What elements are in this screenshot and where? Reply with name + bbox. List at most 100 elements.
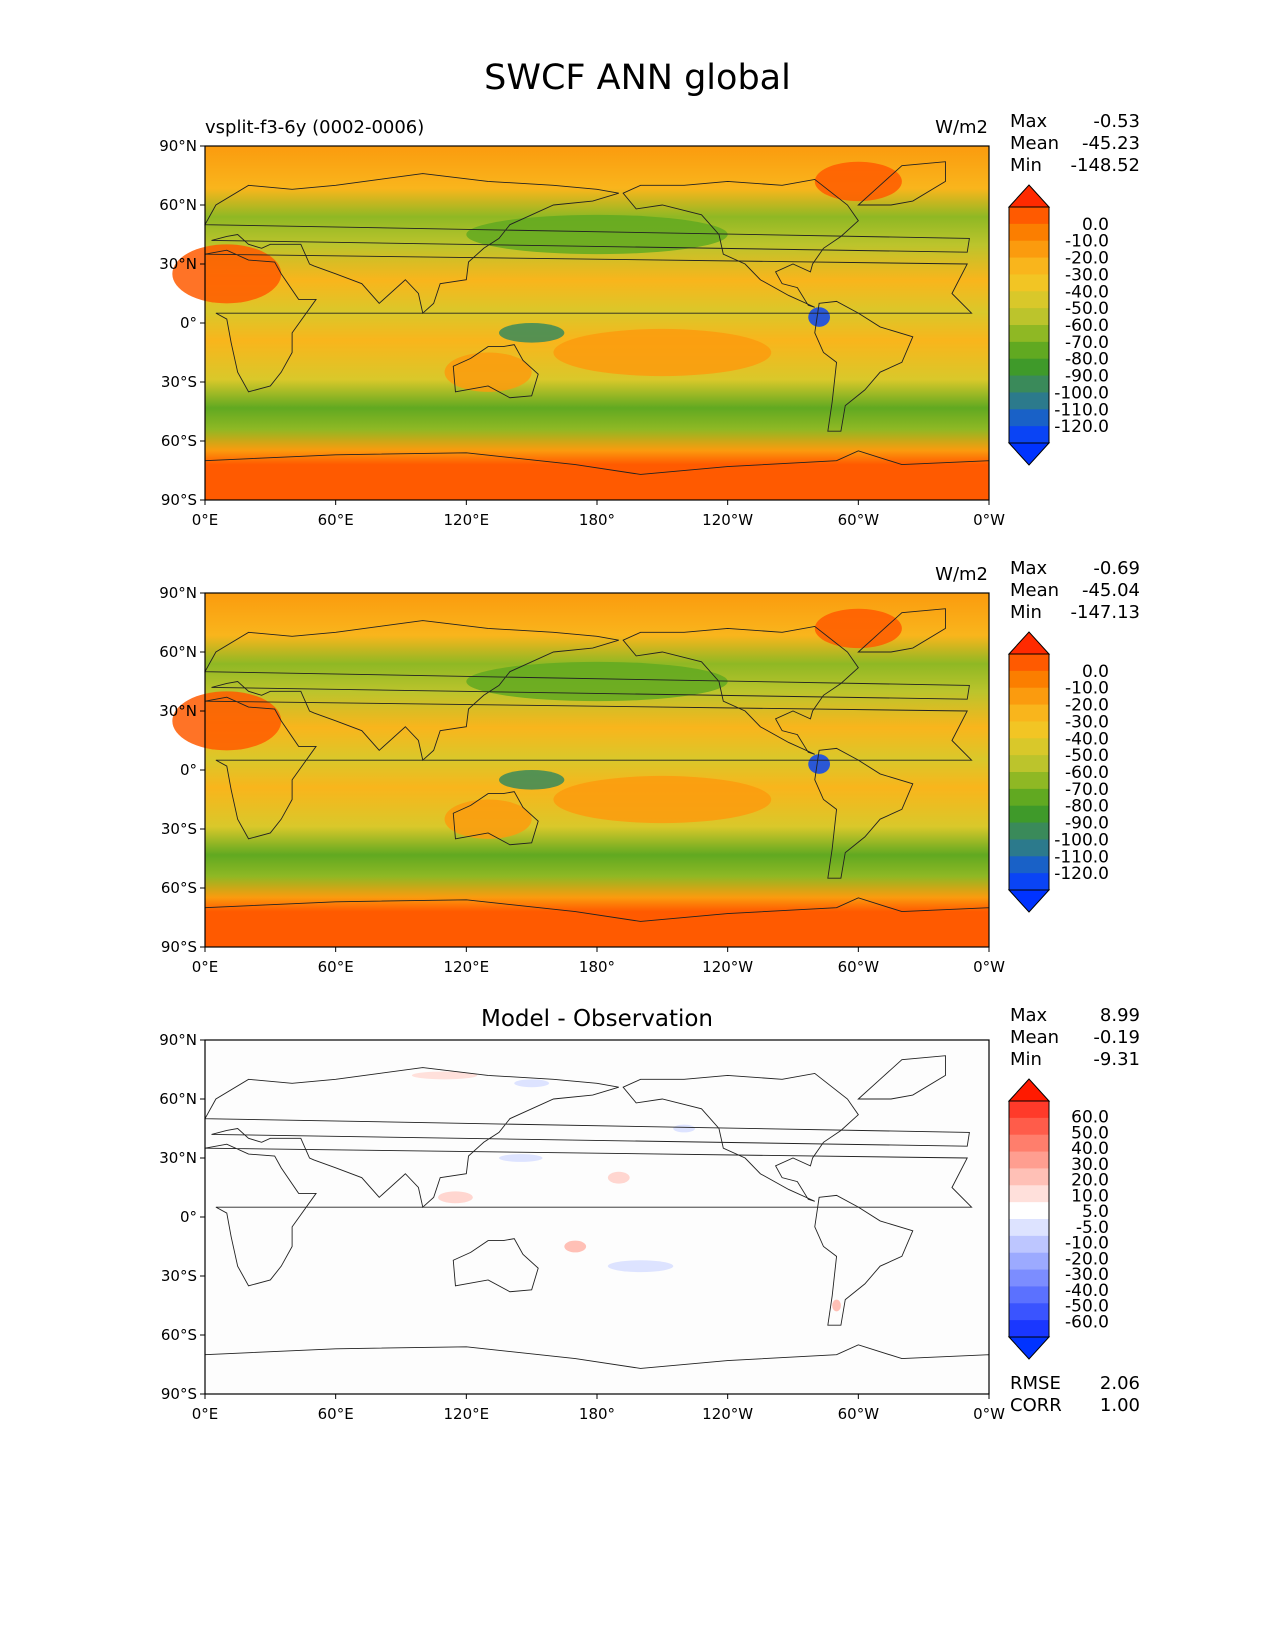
colorbar-segment xyxy=(1009,1117,1049,1136)
colorbar-segment xyxy=(1009,1269,1049,1287)
panel2-units: W/m2 xyxy=(935,564,988,585)
sahara-blob xyxy=(172,244,282,304)
panel1-units: W/m2 xyxy=(935,117,988,138)
panel1-stats: Max -0.53 Mean -45.23 Min -148.52 xyxy=(1010,111,1140,177)
x-tick-label: 60°E xyxy=(318,1405,354,1423)
colorbar-segment xyxy=(1009,1185,1049,1203)
coastline xyxy=(857,608,946,653)
x-tick-label: 0°E xyxy=(192,511,219,529)
colorbar-segment xyxy=(1009,1202,1049,1220)
stat-max: Max -0.53 xyxy=(1010,111,1140,132)
y-tick-label: 90°N xyxy=(159,1031,197,1049)
coastline xyxy=(204,620,970,762)
anomaly-spot xyxy=(832,1299,841,1312)
colorbar-label: -50.0 xyxy=(1065,746,1109,766)
y-tick-label: 30°N xyxy=(159,702,197,720)
y-tick-label: 30°N xyxy=(159,1149,197,1167)
anomaly-spot xyxy=(411,1071,478,1080)
colorbar-segment xyxy=(1009,1101,1049,1119)
colorbar-label: -80.0 xyxy=(1065,797,1109,817)
colorbar-segment xyxy=(1009,788,1049,807)
colorbar-segment xyxy=(1009,704,1049,722)
x-tick-label: 180° xyxy=(579,511,615,529)
colorbar-segment xyxy=(1009,1168,1049,1186)
colorbar-label: -120.0 xyxy=(1054,417,1109,437)
x-tick-label: 120°E xyxy=(444,958,490,976)
coastline xyxy=(857,161,946,206)
colorbar-segment xyxy=(1009,341,1049,360)
colorbar-extend-top xyxy=(1007,631,1051,655)
colorbar-segment xyxy=(1009,772,1049,790)
greenland-blob xyxy=(814,161,902,202)
colorbar-label: -30.0 xyxy=(1065,1265,1109,1285)
stat-mean: Mean -0.19 xyxy=(1010,1027,1140,1048)
anomaly-spot xyxy=(514,1079,550,1088)
y-tick-label: 60°S xyxy=(161,879,197,897)
colorbar-label: -30.0 xyxy=(1065,265,1109,285)
colorbar-label: -20.0 xyxy=(1065,249,1109,269)
x-tick-label: 0°E xyxy=(192,1405,219,1423)
coastline xyxy=(622,178,859,308)
stat-corr: CORR 1.00 xyxy=(1010,1395,1140,1416)
colorbar-segment xyxy=(1009,1219,1049,1237)
colorbar-segment xyxy=(1009,687,1049,706)
x-tick-label: 120°E xyxy=(444,511,490,529)
colorbar-label: -100.0 xyxy=(1054,830,1109,850)
y-tick-label: 60°N xyxy=(159,1090,197,1108)
x-tick-label: 0°E xyxy=(192,958,219,976)
colorbar-label: -80.0 xyxy=(1065,350,1109,370)
sahara-blob xyxy=(172,691,282,751)
x-tick-label: 60°E xyxy=(318,958,354,976)
y-tick-label: 60°N xyxy=(159,643,197,661)
colorbar-segment xyxy=(1009,257,1049,275)
australia-blob xyxy=(444,352,532,392)
x-tick-label: 60°W xyxy=(838,1405,880,1423)
panel1-subtitle: vsplit-f3-6y (0002-0006) xyxy=(205,117,425,138)
stat-mean: Mean -45.23 xyxy=(1010,133,1140,154)
y-tick-label: 90°S xyxy=(161,1385,197,1403)
colorbar-label: 10.0 xyxy=(1071,1186,1109,1206)
coastline xyxy=(857,1055,946,1100)
colorbar-label: -60.0 xyxy=(1065,763,1109,783)
y-tick-label: 60°S xyxy=(161,1326,197,1344)
north-pacific-blob xyxy=(466,214,728,255)
colorbar-segment xyxy=(1009,670,1049,689)
colorbar-label: -20.0 xyxy=(1065,696,1109,716)
colorbar-segment xyxy=(1009,822,1049,840)
colorbar-label: 20.0 xyxy=(1071,1171,1109,1191)
colorbar-label: -100.0 xyxy=(1054,383,1109,403)
colorbar-label: 40.0 xyxy=(1071,1139,1109,1159)
coastline xyxy=(204,173,970,315)
y-tick-label: 30°S xyxy=(161,1267,197,1285)
colorbar-label: -30.0 xyxy=(1065,712,1109,732)
colorbar-label: -60.0 xyxy=(1065,316,1109,336)
colorbar-label: -60.0 xyxy=(1065,1312,1109,1332)
panel3-stats: Max 8.99 Mean -0.19 Min -9.31 xyxy=(1010,1005,1140,1071)
colorbar-label: 0.0 xyxy=(1082,662,1109,682)
y-tick-label: 30°S xyxy=(161,373,197,391)
coastline xyxy=(814,747,914,879)
colorbar-label: -110.0 xyxy=(1054,847,1109,867)
y-tick-label: 30°N xyxy=(159,255,197,273)
greenland-blob xyxy=(814,608,902,649)
colorbar-label: -10.0 xyxy=(1065,1234,1109,1254)
warm-pool-blob xyxy=(499,770,565,790)
colorbar-label: -120.0 xyxy=(1054,864,1109,884)
coastline xyxy=(204,249,973,393)
colorbar-segment xyxy=(1009,274,1049,292)
colorbar-segment xyxy=(1009,392,1049,410)
colorbar-label: -70.0 xyxy=(1065,333,1109,353)
colorbar-segment xyxy=(1009,1252,1049,1271)
colorbar-segment xyxy=(1009,409,1049,427)
coastline xyxy=(622,1072,859,1202)
stat-min: Min -148.52 xyxy=(1010,155,1140,176)
warm-pool-blob xyxy=(499,323,565,343)
y-tick-label: 0° xyxy=(180,761,197,779)
colorbar-label: 0.0 xyxy=(1082,215,1109,235)
colorbar-label: -90.0 xyxy=(1065,367,1109,387)
colorbar-segment xyxy=(1009,240,1049,259)
anomaly-spot xyxy=(607,1260,674,1273)
coastline xyxy=(622,625,859,755)
x-tick-label: 60°W xyxy=(838,958,880,976)
colorbar-segment xyxy=(1009,839,1049,857)
